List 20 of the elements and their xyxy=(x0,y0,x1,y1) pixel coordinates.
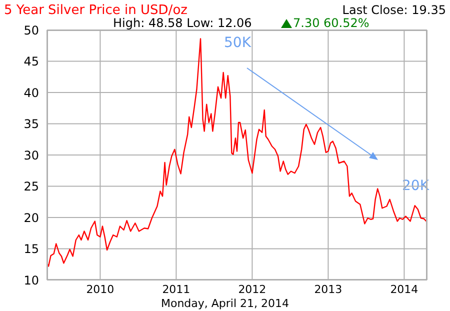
y-tick-label: 45 xyxy=(24,54,39,69)
x-tick-label: 2012 xyxy=(238,282,266,296)
x-tick-label: 2014 xyxy=(390,282,418,296)
y-tick-label: 40 xyxy=(24,86,39,100)
y-tick-label: 30 xyxy=(24,148,39,162)
y-tick-label: 25 xyxy=(24,180,39,194)
annotation: 50K xyxy=(224,35,251,51)
text: Last Close: 19.35 xyxy=(342,3,446,17)
x-tick-label: 2010 xyxy=(86,282,114,296)
chart-title: 5 Year Silver Price in USD/oz xyxy=(4,3,188,18)
y-tick-label: 10 xyxy=(24,273,39,288)
y-tick-label: 20 xyxy=(24,210,39,225)
y-tick-label: 35 xyxy=(24,117,39,132)
x-tick-label: 2011 xyxy=(162,282,190,296)
x-axis-title: Monday, April 21, 2014 xyxy=(160,297,290,310)
x-tick-label: 2013 xyxy=(314,282,342,296)
annotation: 7.30 60.52% xyxy=(293,16,370,30)
y-tick-label: 50 xyxy=(24,23,39,38)
chart-subtitle: High: 48.58 Low: 12.06 xyxy=(113,16,252,30)
y-tick-label: 15 xyxy=(24,242,39,256)
